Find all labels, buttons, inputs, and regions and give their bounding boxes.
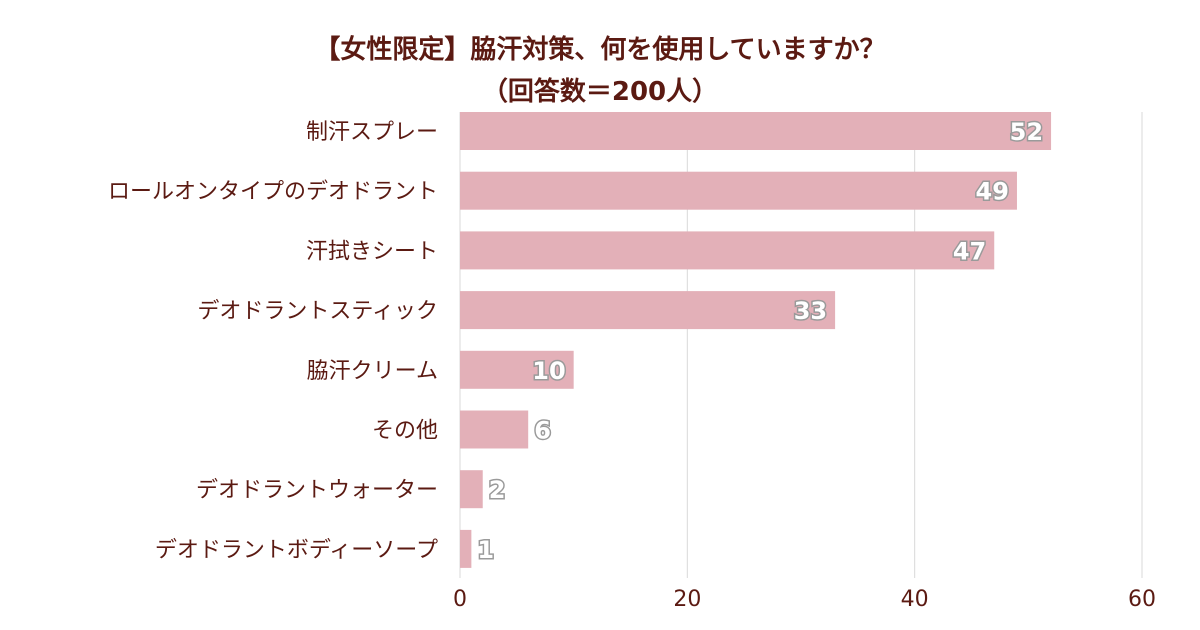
category-label: デオドラントボディーソープ — [155, 538, 438, 563]
data-label: 52 — [1010, 118, 1043, 146]
bars — [460, 112, 1052, 568]
bar — [460, 470, 483, 509]
bar — [460, 291, 836, 330]
category-label: ロールオンタイプのデオドラント — [108, 180, 438, 205]
category-label: 汗拭きシート — [306, 239, 438, 264]
category-label: デオドラントスティック — [197, 299, 438, 324]
bar — [460, 171, 1017, 210]
data-label: 47 — [953, 237, 986, 265]
bar — [460, 231, 995, 270]
data-label: 1 — [477, 536, 494, 564]
category-label: 制汗スプレー — [306, 120, 438, 145]
chart-subtitle: （回答数＝200人） — [482, 76, 718, 107]
bar — [460, 410, 529, 449]
category-label: 脇汗クリーム — [307, 359, 438, 384]
x-tick-label: 0 — [453, 587, 467, 612]
data-label: 10 — [532, 357, 565, 385]
bar — [460, 529, 472, 568]
category-label: その他 — [372, 419, 438, 444]
data-labels: 52 49 47 33 10 6 2 1 — [476, 117, 1045, 566]
x-axis-tick-labels: 0 20 40 60 — [453, 587, 1156, 612]
data-label: 6 — [534, 417, 551, 445]
category-labels: 制汗スプレーロールオンタイプのデオドラント汗拭きシートデオドラントスティック脇汗… — [108, 120, 438, 563]
bar — [460, 112, 1052, 150]
chart-title: 【女性限定】脇汗対策、何を使用していますか？ — [314, 34, 885, 65]
data-label: 49 — [976, 178, 1009, 206]
x-tick-label: 20 — [673, 587, 701, 612]
category-label: デオドラントウォーター — [196, 478, 438, 503]
x-tick-label: 40 — [901, 587, 929, 612]
x-tick-label: 60 — [1128, 587, 1156, 612]
data-label: 2 — [489, 476, 506, 504]
bar — [460, 350, 574, 389]
data-label: 33 — [794, 297, 827, 325]
